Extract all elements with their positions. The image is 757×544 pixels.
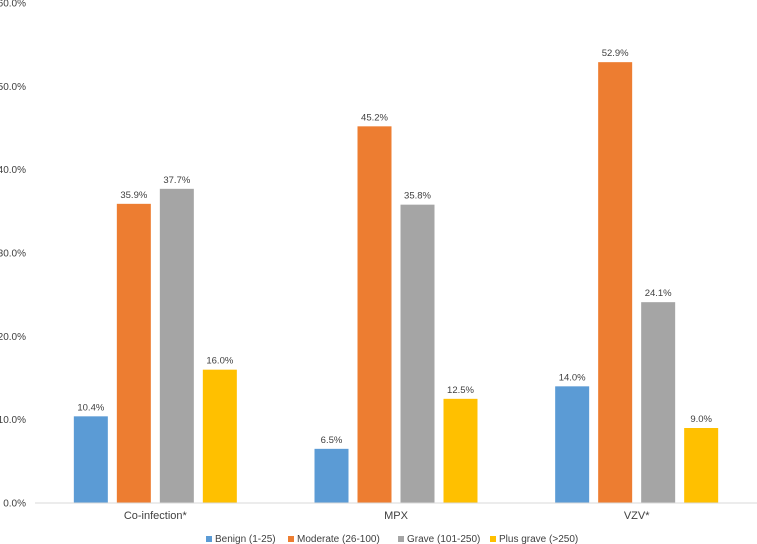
data-label: 10.4% [77,402,104,413]
bar [202,369,237,503]
data-label: 52.9% [602,48,629,59]
data-label: 12.5% [447,385,474,396]
legend-swatch [398,536,404,542]
y-axis: 0.0% 10.0% 20.0% 30.0% 40.0% 50.0% 60.0% [0,0,26,510]
data-label: 35.9% [120,190,147,201]
data-label: 35.8% [404,191,431,202]
y-tick-label: 10.0% [0,415,26,426]
x-axis: Co-infection* MPX VZV* [124,510,650,522]
plot-area: 10.4% 35.9% 37.7% 16.0% 6.5% 45.2% 35.8% 12.5% 1… [73,48,719,504]
legend-label: Grave (101-250) [407,534,480,544]
data-label: 24.1% [645,288,672,299]
data-label: 9.0% [690,414,712,425]
bar [159,188,194,504]
legend-swatch [490,536,496,542]
y-tick-label: 60.0% [0,0,26,10]
bar [400,204,435,503]
legend-label: Moderate (26-100) [297,534,380,544]
data-label: 6.5% [321,435,343,446]
y-tick-label: 40.0% [0,165,26,176]
bar [641,302,676,503]
x-tick-label: Co-infection* [124,510,188,522]
bar [443,398,478,503]
y-tick-label: 50.0% [0,82,26,93]
legend: Benign (1-25) Moderate (26-100) Grave (101… [206,534,578,544]
y-tick-label: 0.0% [3,499,26,510]
bar [73,416,108,503]
data-label: 14.0% [559,372,586,383]
legend-swatch [288,536,294,542]
legend-label: Plus grave (>250) [499,534,578,544]
legend-label: Benign (1-25) [215,534,276,544]
bar [555,386,590,503]
data-label: 16.0% [206,356,233,367]
x-tick-label: MPX [384,510,409,522]
data-label: 37.7% [163,175,190,186]
bar [357,126,392,503]
bar [598,62,633,504]
y-tick-label: 30.0% [0,249,26,260]
bar [314,448,349,503]
bar [684,428,719,503]
legend-swatch [206,536,212,542]
x-tick-label: VZV* [624,510,650,522]
bar [116,203,151,504]
y-tick-label: 20.0% [0,332,26,343]
data-label: 45.2% [361,112,388,123]
